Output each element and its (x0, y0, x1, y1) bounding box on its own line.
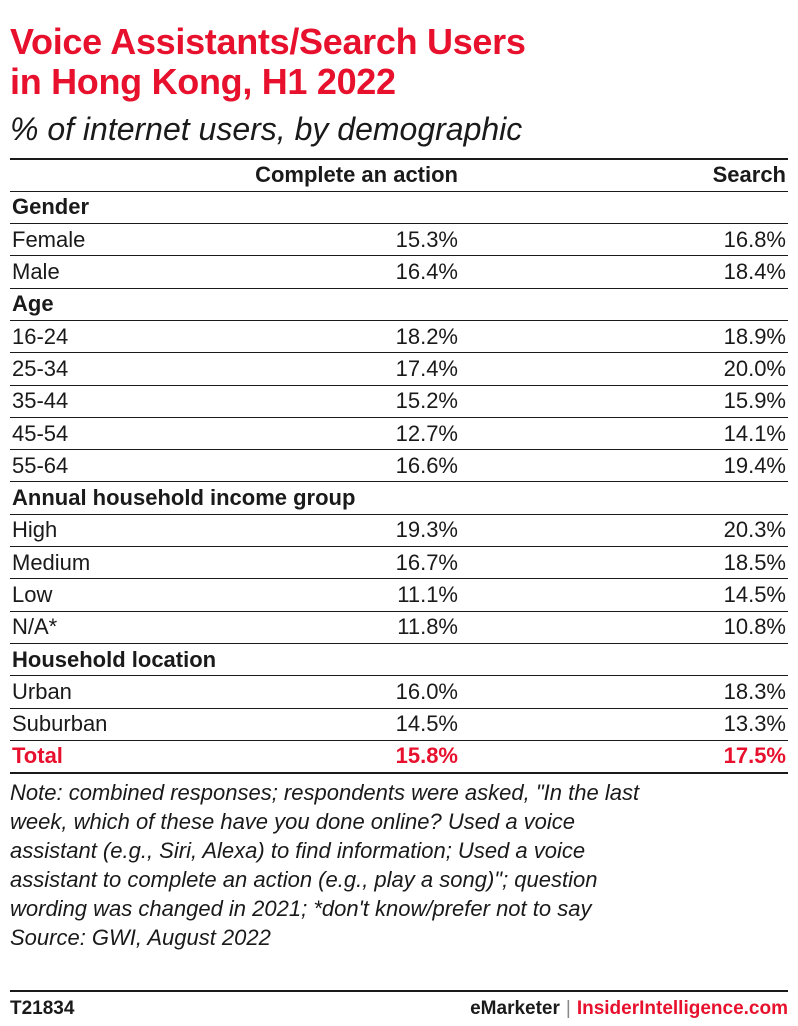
note-line: Note: combined responses; respondents we… (10, 779, 640, 805)
value-search: 18.4% (460, 255, 788, 289)
table-row: Female 15.3% 16.8% (10, 223, 788, 257)
table-row: N/A* 11.8% 10.8% (10, 611, 788, 644)
table-row: Suburban 14.5% 13.3% (10, 708, 788, 741)
value-search: 18.9% (460, 320, 788, 354)
value-search: 18.5% (460, 546, 788, 580)
group-row: Age (10, 288, 788, 321)
brand-emarketer: eMarketer (470, 998, 560, 1019)
value-complete-action: 17.4% (250, 352, 460, 386)
row-label: 35-44 (10, 385, 250, 418)
source-line: Source: GWI, August 2022 (10, 924, 271, 950)
row-label: Female (10, 223, 250, 257)
brand-insider-intelligence: InsiderIntelligence.com (576, 998, 788, 1019)
value-search: 20.0% (460, 352, 788, 386)
row-label: Suburban (10, 708, 250, 741)
table-row: Medium 16.7% 18.5% (10, 546, 788, 580)
total-complete-action: 15.8% (250, 740, 460, 774)
table-row: Urban 16.0% 18.3% (10, 675, 788, 709)
value-complete-action: 14.5% (250, 708, 460, 741)
note-line: assistant (e.g., Siri, Alexa) to find in… (10, 837, 586, 863)
value-complete-action: 11.8% (250, 611, 460, 644)
value-complete-action: 19.3% (250, 514, 460, 548)
value-complete-action: 16.6% (250, 449, 460, 483)
header-search: Search (460, 159, 788, 192)
value-search: 10.8% (460, 611, 788, 644)
value-complete-action: 16.0% (250, 675, 460, 709)
total-label: Total (10, 740, 250, 774)
row-label: Medium (10, 546, 250, 580)
value-complete-action: 18.2% (250, 320, 460, 354)
row-label: 45-54 (10, 417, 250, 451)
row-label: Urban (10, 675, 250, 709)
table-row: 45-54 12.7% 14.1% (10, 417, 788, 451)
header-label (10, 159, 250, 192)
group-label: Gender (10, 191, 788, 225)
chart-title: Voice Assistants/Search Users in Hong Ko… (10, 22, 788, 102)
header-complete-action: Complete an action (250, 159, 460, 192)
table-row: 16-24 18.2% 18.9% (10, 320, 788, 354)
value-complete-action: 12.7% (250, 417, 460, 451)
brand-separator: | (565, 998, 571, 1019)
note-line: wording was changed in 2021; *don't know… (10, 895, 592, 921)
group-label: Age (10, 288, 788, 321)
row-label: Male (10, 255, 250, 289)
row-label: 16-24 (10, 320, 250, 354)
group-row: Annual household income group (10, 481, 788, 515)
value-search: 16.8% (460, 223, 788, 257)
group-label: Household location (10, 643, 788, 677)
value-search: 14.1% (460, 417, 788, 451)
header-row: Complete an action Search (10, 159, 788, 192)
table-row: 55-64 16.6% 19.4% (10, 449, 788, 483)
table-body: Gender Female 15.3% 16.8% Male 16.4% 18.4% Age 1… (10, 191, 788, 774)
chart-page: Voice Assistants/Search Users in Hong Ko… (10, 0, 788, 952)
group-row: Household location (10, 643, 788, 677)
table-row: Male 16.4% 18.4% (10, 255, 788, 289)
value-complete-action: 16.7% (250, 546, 460, 580)
note: Note: combined responses; respondents we… (10, 778, 788, 952)
title-line-1: Voice Assistants/Search Users (10, 21, 526, 62)
footer: T21834 eMarketer | InsiderIntelligence.com (10, 990, 788, 1026)
table-row: High 19.3% 20.3% (10, 514, 788, 548)
value-complete-action: 16.4% (250, 255, 460, 289)
title-line-2: in Hong Kong, H1 2022 (10, 61, 396, 102)
value-complete-action: 15.3% (250, 223, 460, 257)
value-search: 20.3% (460, 514, 788, 548)
group-label: Annual household income group (10, 481, 788, 515)
brand: eMarketer | InsiderIntelligence.com (470, 998, 788, 1020)
row-label: 25-34 (10, 352, 250, 386)
value-search: 15.9% (460, 385, 788, 418)
note-line: assistant to complete an action (e.g., p… (10, 866, 598, 892)
table-row: Low 11.1% 14.5% (10, 578, 788, 612)
value-complete-action: 11.1% (250, 578, 460, 612)
row-label: Low (10, 578, 250, 612)
value-search: 18.3% (460, 675, 788, 709)
total-row: Total 15.8% 17.5% (10, 740, 788, 774)
value-search: 19.4% (460, 449, 788, 483)
row-label: High (10, 514, 250, 548)
value-search: 13.3% (460, 708, 788, 741)
data-table: Complete an action Search Gender Female 15… (10, 158, 788, 774)
table-row: 35-44 15.2% 15.9% (10, 385, 788, 418)
value-complete-action: 15.2% (250, 385, 460, 418)
chart-subtitle: % of internet users, by demographic (10, 111, 523, 147)
value-search: 14.5% (460, 578, 788, 612)
chart-code: T21834 (10, 998, 75, 1019)
group-row: Gender (10, 191, 788, 225)
row-label: N/A* (10, 611, 250, 644)
row-label: 55-64 (10, 449, 250, 483)
total-search: 17.5% (460, 740, 788, 774)
note-line: week, which of these have you done onlin… (10, 808, 576, 834)
table-row: 25-34 17.4% 20.0% (10, 352, 788, 386)
